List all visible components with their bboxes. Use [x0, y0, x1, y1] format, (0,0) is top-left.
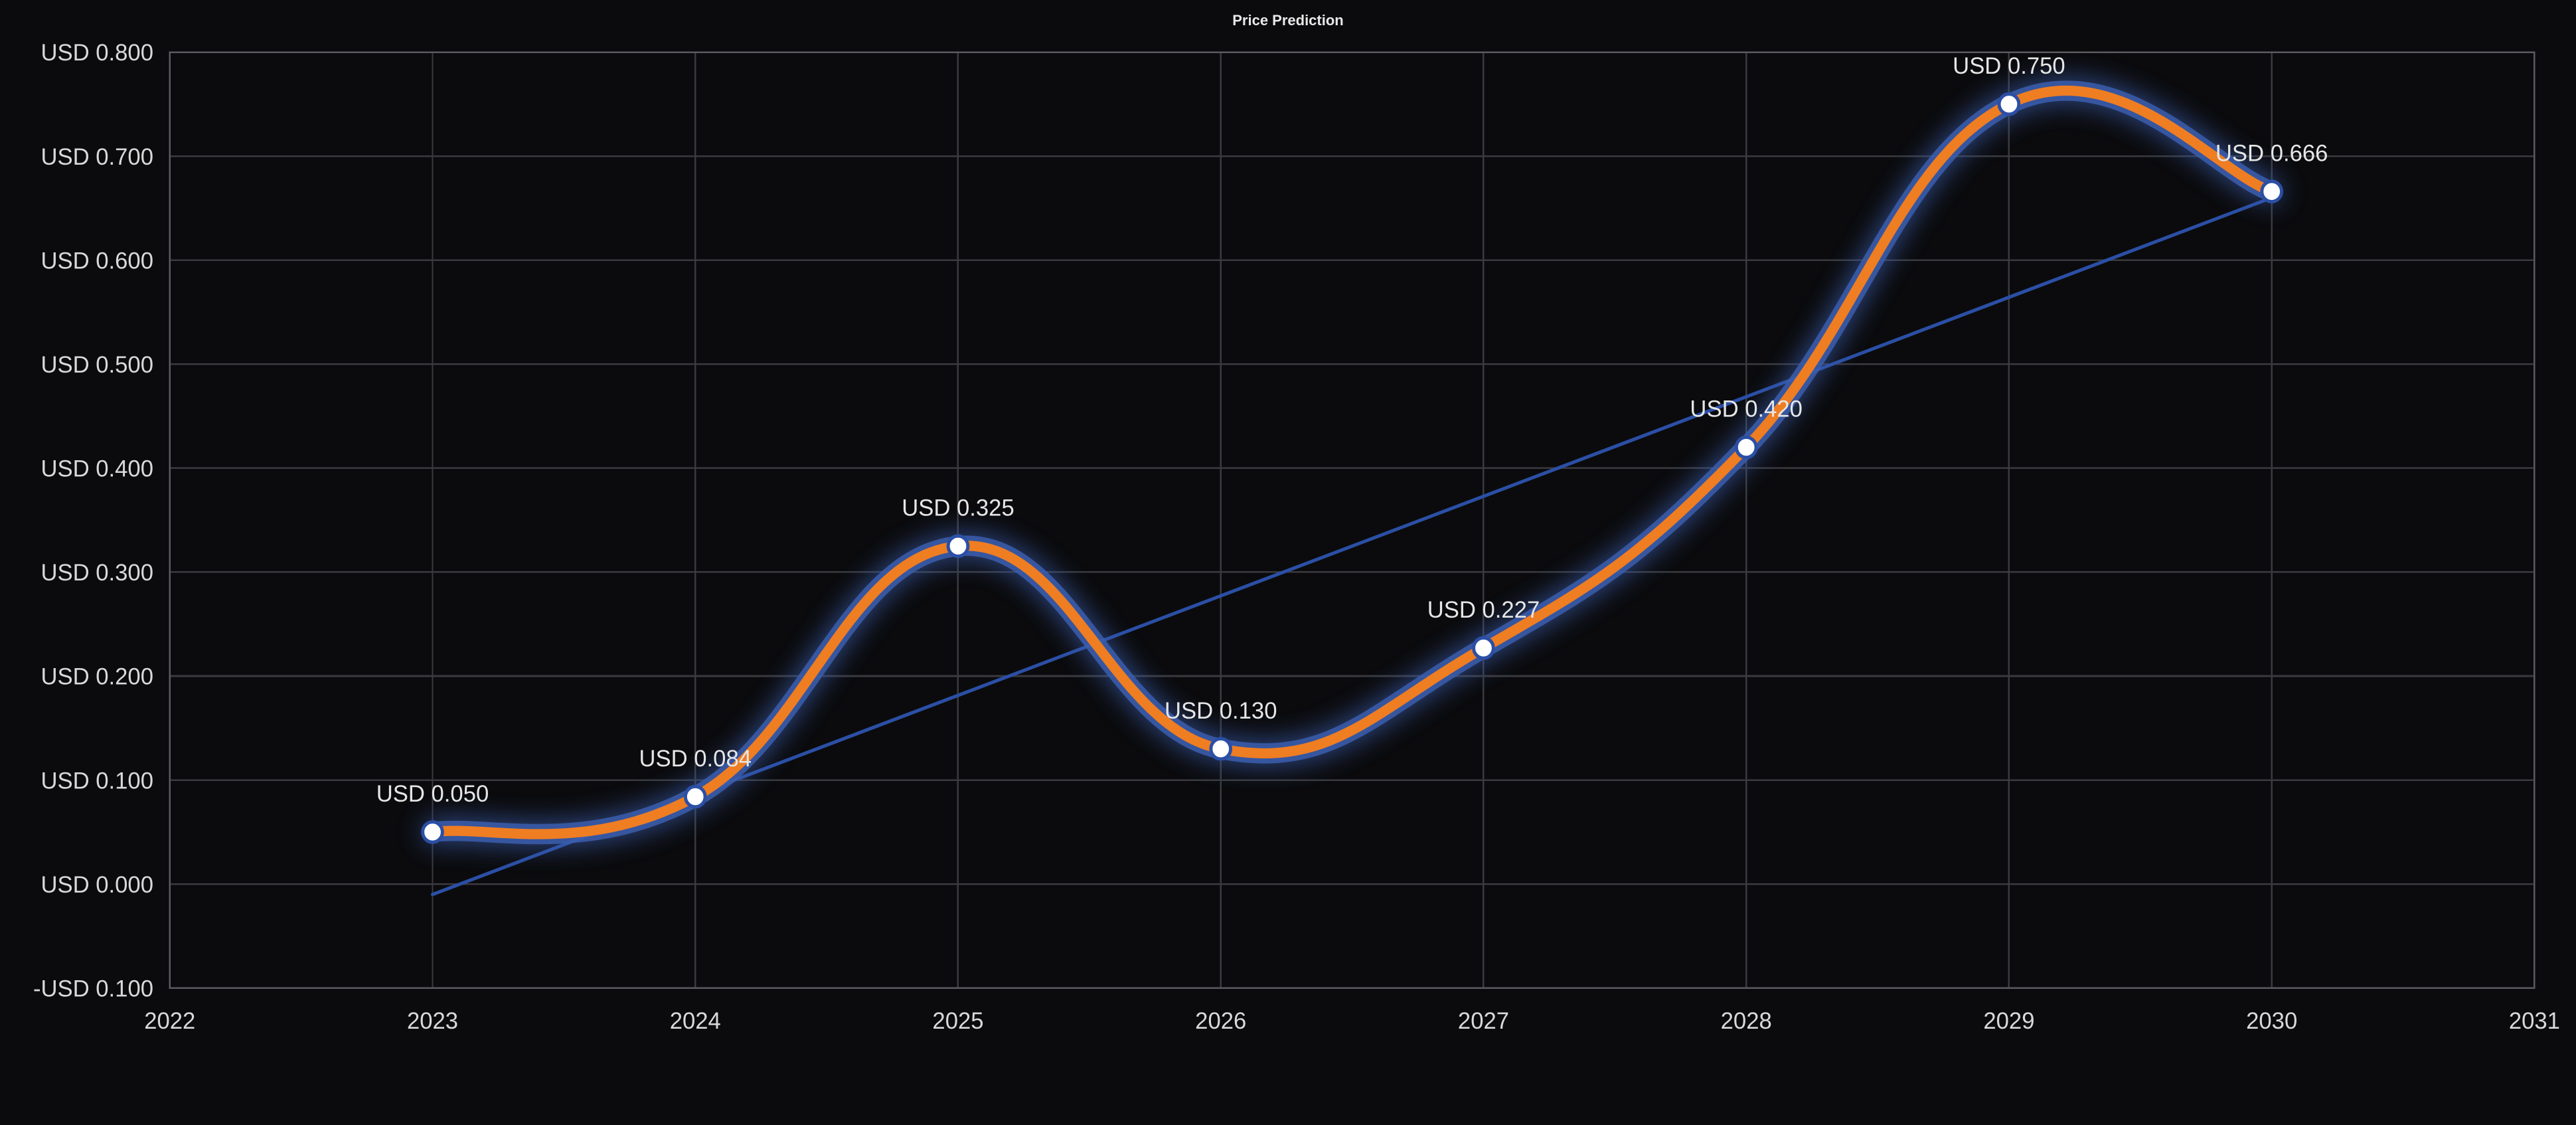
x-tick-label: 2030 [2246, 1007, 2297, 1034]
data-point [2262, 181, 2282, 202]
data-label: USD 0.420 [1690, 396, 1803, 422]
data-point [1474, 638, 1494, 658]
x-tick-label: 2024 [670, 1007, 721, 1034]
data-label: USD 0.050 [376, 781, 489, 808]
y-tick-label: -USD 0.100 [33, 976, 153, 1002]
chart-title: Price Prediction [12, 12, 2564, 29]
y-tick-label: USD 0.600 [40, 248, 153, 274]
data-label: USD 0.666 [2215, 140, 2328, 167]
data-label: USD 0.084 [639, 745, 752, 772]
data-point [948, 536, 968, 557]
x-tick-label: 2023 [407, 1007, 458, 1034]
chart-canvas: 2022 2023 2024 2025 2026 2027 2028 2029 2030 2031… [12, 32, 2564, 1113]
y-tick-label: USD 0.200 [40, 663, 153, 690]
data-label: USD 0.130 [1165, 697, 1277, 724]
x-tick-label: 2022 [144, 1007, 195, 1034]
data-label: USD 0.325 [902, 495, 1014, 521]
data-point [1211, 738, 1231, 759]
plot-border [170, 52, 2535, 988]
price-prediction-chart: Price Prediction 20222023202420252026202… [0, 0, 2576, 1125]
data-point [1736, 437, 1756, 458]
x-tick-label: 2031 [2509, 1007, 2560, 1034]
y-tick-label: USD 0.100 [40, 768, 153, 794]
x-tick-label: 2026 [1195, 1007, 1246, 1034]
data-label: USD 0.750 [1953, 53, 2065, 80]
x-tick-label: 2025 [932, 1007, 983, 1034]
x-tick-label: 2028 [1721, 1007, 1772, 1034]
series-glow [433, 90, 2272, 834]
data-point [1999, 94, 2019, 115]
data-label: USD 0.227 [1427, 597, 1540, 624]
data-point [685, 786, 705, 807]
y-tick-label: USD 0.000 [40, 871, 153, 898]
x-tick-label: 2029 [1983, 1007, 2034, 1034]
y-tick-label: USD 0.400 [40, 456, 153, 482]
y-tick-label: USD 0.800 [40, 40, 153, 66]
y-tick-label: USD 0.500 [40, 352, 153, 379]
x-tick-label: 2027 [1458, 1007, 1509, 1034]
data-point [423, 822, 443, 843]
y-tick-label: USD 0.300 [40, 560, 153, 586]
y-tick-label: USD 0.700 [40, 143, 153, 170]
